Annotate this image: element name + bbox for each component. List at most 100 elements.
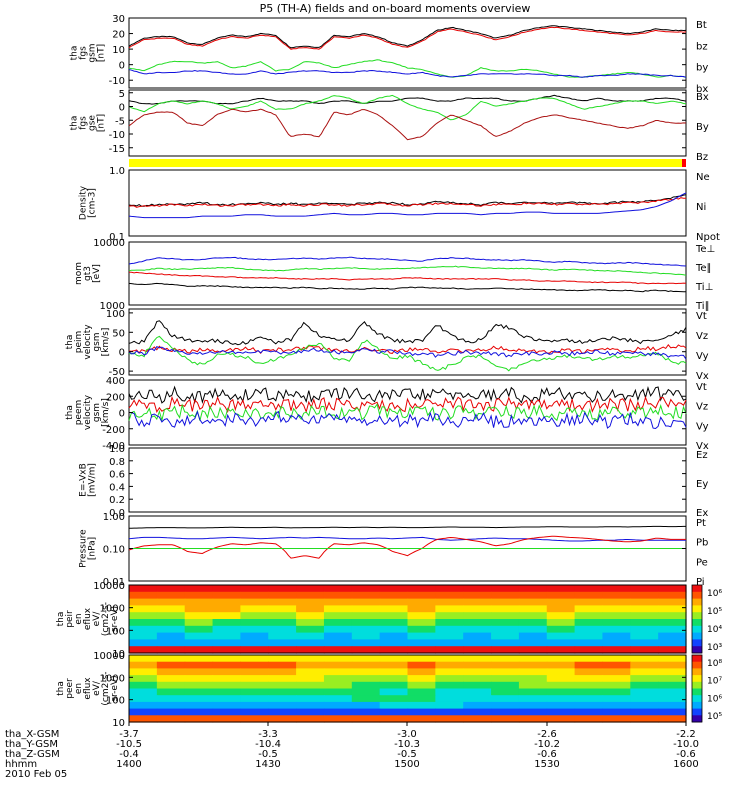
footer-value: -10.0: [673, 739, 699, 750]
heatmap-cell: [240, 585, 269, 593]
y-label-line: gse: [88, 115, 98, 131]
y-axis: 10000 1000 100 10: [93, 651, 686, 729]
heatmap-cell: [518, 639, 548, 647]
y-label-line: mom: [74, 262, 84, 285]
y-tick-label: 0.4: [109, 482, 125, 493]
heatmap-cell: [518, 625, 548, 634]
heatmap-cell: [212, 668, 241, 676]
heatmap-cell: [574, 612, 604, 620]
heatmap-cell: [491, 619, 520, 627]
heatmap-cell: [212, 619, 241, 627]
legend-1: Vz: [696, 331, 708, 342]
y-tick-label: 1000: [100, 604, 125, 615]
status-bar-yellow: [129, 159, 682, 167]
heatmap-cell: [184, 708, 214, 716]
heatmap-cell: [463, 655, 492, 663]
heatmap-cell: [323, 598, 353, 606]
heatmap-cell: [546, 688, 576, 696]
heatmap-cell: [129, 675, 158, 683]
heatmap-cell: [379, 612, 409, 620]
y-axis-label: tha fgs gsm [nT]: [70, 43, 107, 62]
heatmap-cell: [435, 668, 464, 676]
heatmap-cell: [379, 681, 409, 690]
heatmap-cell: [184, 625, 214, 634]
heatmap-cell: [323, 632, 353, 640]
heatmap-cell: [574, 598, 604, 606]
heatmap-cell: [463, 708, 492, 716]
y-tick-label: -15: [109, 144, 125, 155]
heatmap-cell: [574, 701, 604, 710]
y-label-line: fgs: [79, 116, 89, 130]
heatmap-cell: [602, 715, 631, 723]
heatmap-cell: [546, 655, 576, 663]
heatmap-cell: [602, 646, 631, 654]
heatmap-cell: [240, 681, 269, 690]
legend: Vt Vz Vy Vx: [696, 382, 709, 452]
heatmap-cell: [407, 695, 436, 703]
series-Ti∥-line: [128, 265, 687, 276]
heatmap-cell: [463, 701, 492, 710]
heatmap-cell: [491, 681, 520, 690]
heatmap-cell: [323, 639, 353, 647]
heatmap-cell: [156, 625, 186, 634]
legend-0: Te⊥: [695, 244, 715, 255]
panel-1: 30 20 10 0 -10 tha fgs gsm [nT] Bt bz by bx: [70, 14, 709, 95]
footer-value: -0.5: [258, 749, 278, 760]
footer-value: -0.4: [119, 749, 139, 760]
heatmap-cell: [323, 591, 353, 600]
heatmap-cell: [407, 612, 436, 620]
y-label-line: peer: [65, 678, 75, 699]
heatmap-cell: [323, 681, 353, 690]
heatmap-cell: [602, 681, 631, 690]
heatmap-cell: [323, 695, 353, 703]
legend-1: Vz: [696, 402, 708, 413]
colorbar-tick-label: 10⁵: [707, 607, 722, 617]
heatmap-cell: [630, 612, 659, 620]
heatmap-cell: [268, 585, 297, 593]
heatmap-cell: [184, 661, 214, 669]
series-Te∥-line: [128, 282, 686, 293]
colorbar-frame: [691, 584, 703, 654]
heatmap-cell: [407, 632, 436, 640]
colorbar-tick-label: 10⁸: [707, 659, 722, 669]
heatmap-cell: [351, 715, 381, 723]
heatmap-cell: [240, 632, 269, 640]
y-axis: 5 0 -5 -10 -15: [109, 89, 686, 155]
panel-2: 5 0 -5 -10 -15 tha fgs gse [nT] Bx By Bz: [70, 89, 709, 163]
heatmap-cell: [546, 708, 576, 716]
heatmap-cell: [602, 625, 631, 634]
y-label-line: [cm-3]: [88, 188, 98, 218]
heatmap-cell: [546, 675, 576, 683]
colorbar-step: [692, 646, 702, 654]
heatmap-cell: [351, 591, 381, 600]
y-label-line: [nT]: [97, 44, 107, 62]
legend-1: bz: [696, 41, 708, 52]
heatmap-cell: [574, 585, 604, 593]
heatmap-cell: [268, 688, 297, 696]
heatmap-cell: [630, 625, 659, 634]
heatmap-cell: [407, 688, 436, 696]
footer-value: -0.6: [676, 749, 696, 760]
series-Vt-line: [128, 320, 687, 346]
heatmap-cell: [491, 668, 520, 676]
heatmap-cell: [379, 675, 409, 683]
y-label-line: [nPa]: [88, 537, 98, 560]
y-tick-label: 50: [112, 328, 125, 339]
heatmap-cell: [435, 646, 464, 654]
heatmap-cell: [435, 681, 464, 690]
heatmap-cell: [323, 619, 353, 627]
heatmap-cell: [296, 675, 325, 683]
heatmap-cell: [602, 661, 631, 669]
heatmap-cell: [630, 632, 659, 640]
heatmap-cell: [463, 612, 492, 620]
heatmap-cell: [602, 591, 631, 600]
y-tick-label: 0.1: [109, 232, 125, 243]
heatmap-cell: [323, 605, 353, 613]
y-axis-label: tha fgs gse [nT]: [70, 114, 107, 132]
heatmap-cell: [323, 701, 353, 710]
heatmap-cell: [602, 668, 631, 676]
heatmap-cell: [574, 708, 604, 716]
heatmap-cell: [630, 605, 659, 613]
heatmap-cell: [379, 655, 409, 663]
